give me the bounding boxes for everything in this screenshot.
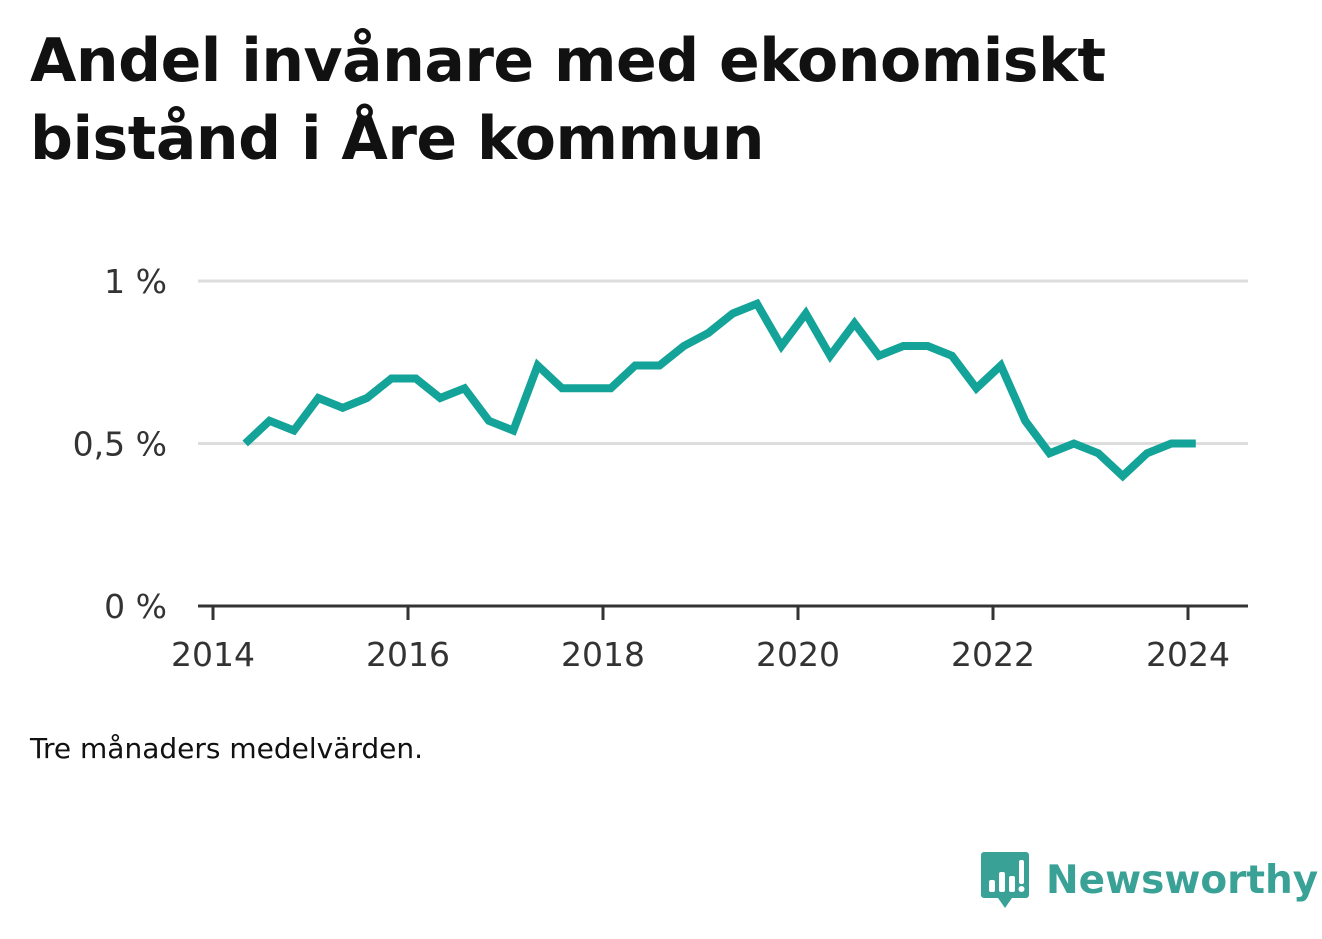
y-axis-labels: 0 % 0,5 % 1 % (73, 262, 167, 626)
grid-lines (198, 279, 1248, 445)
brand-name: Newsworthy (1046, 857, 1319, 903)
series-line (242, 298, 1196, 482)
y-tick-label: 0 % (104, 587, 167, 626)
chart-title: Andel invånare med ekonomiskt bistånd i … (30, 26, 1106, 174)
x-tick-label: 2016 (366, 635, 450, 674)
series-layer (242, 298, 1196, 482)
y-tick-label: 0,5 % (73, 425, 167, 464)
x-tick-label: 2020 (756, 635, 840, 674)
x-axis (198, 604, 1248, 620)
x-tick-label: 2022 (951, 635, 1035, 674)
x-tick-label: 2014 (171, 635, 255, 674)
x-axis-labels: 2014 2016 2018 2020 2022 2024 (171, 635, 1230, 674)
bar-chart-speech-bubble-icon (981, 852, 1029, 908)
brand-logo: Newsworthy (980, 848, 1318, 912)
y-tick-label: 1 % (104, 262, 167, 301)
chart-note: Tre månaders medelvärden. (30, 732, 424, 765)
x-tick-label: 2018 (561, 635, 645, 674)
x-tick-label: 2024 (1146, 635, 1230, 674)
